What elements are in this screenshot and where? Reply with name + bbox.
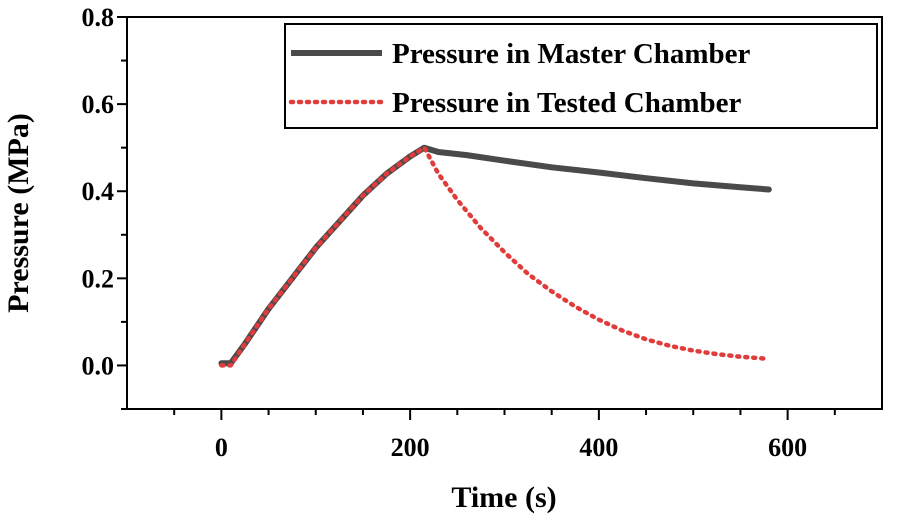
y-tick-label: 0.8: [82, 3, 115, 32]
y-tick-label: 0.6: [82, 90, 115, 119]
y-tick-label: 0.0: [82, 351, 115, 380]
y-tick-label: 0.4: [82, 177, 115, 206]
x-tick-label: 400: [579, 433, 618, 462]
legend-label-tested-chamber: Pressure in Tested Chamber: [392, 87, 741, 119]
y-axis-title: Pressure (MPa): [2, 113, 35, 313]
legend: Pressure in Master Chamber Pressure in T…: [284, 23, 878, 129]
axis-ticks: 0 200 400 600 0.0 0.2 0.4 0.6 0.8: [82, 3, 836, 462]
x-tick-label: 200: [391, 433, 430, 462]
series-line-pressure-in-tested-chamber: [219, 145, 772, 368]
x-axis-title: Time (s): [451, 481, 556, 514]
legend-label-master-chamber: Pressure in Master Chamber: [392, 38, 751, 70]
legend-box: [284, 23, 878, 129]
y-tick-label: 0.2: [82, 264, 115, 293]
x-tick-label: 0: [215, 433, 228, 462]
series-line-pressure-in-master-chamber: [218, 144, 772, 367]
chart-marks: [218, 144, 772, 368]
x-tick-label: 600: [768, 433, 807, 462]
